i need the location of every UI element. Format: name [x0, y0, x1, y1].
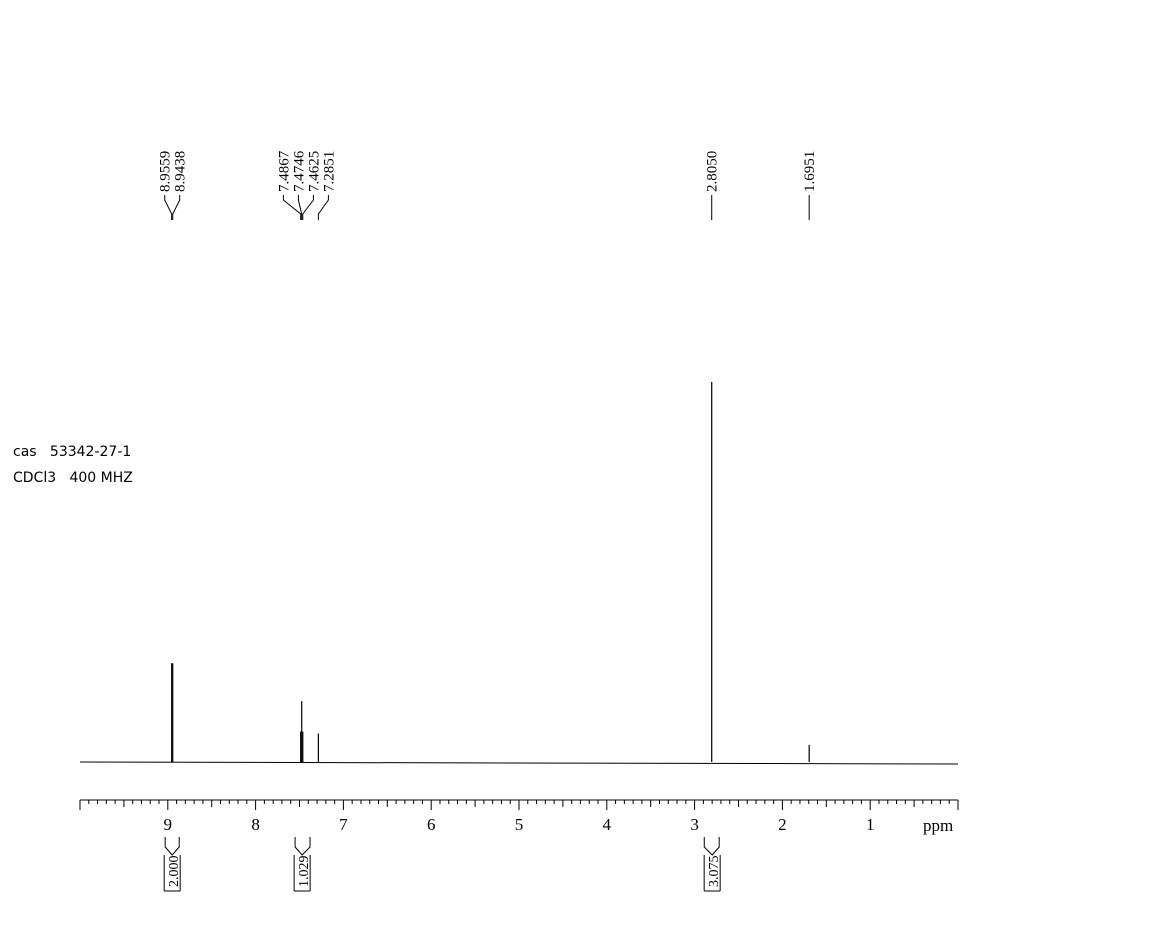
peak-label-leader-2 — [282, 195, 302, 220]
peak-label-0: 8.9559 — [158, 151, 174, 192]
integral-label-0: 2.000 — [167, 856, 182, 888]
integral-bracket-0 — [164, 837, 180, 856]
peak-label-4: 7.4625 — [306, 151, 322, 192]
x-tick-label-1: 1 — [866, 815, 875, 834]
sample-solvent: CDCl3 400 MHZ — [13, 470, 133, 486]
x-tick-label-2: 2 — [778, 815, 787, 834]
peak-label-3: 7.4746 — [291, 150, 307, 192]
integral-label-1: 1.029 — [297, 856, 312, 888]
x-axis-label: ppm — [923, 816, 953, 835]
x-tick-label-9: 9 — [164, 815, 173, 834]
peak-label-1: 8.9438 — [173, 151, 189, 192]
peak-label-2: 7.4867 — [276, 150, 292, 192]
x-tick-label-6: 6 — [427, 815, 436, 834]
integral-bracket-2 — [703, 837, 720, 856]
peak-label-5: 7.2851 — [321, 151, 337, 192]
x-tick-label-5: 5 — [515, 815, 524, 834]
spectrum-baseline — [79, 761, 959, 765]
peak-label-leader-1 — [172, 195, 181, 220]
peak-label-7: 1.6951 — [802, 151, 818, 192]
integral-label-2: 3.075 — [707, 856, 722, 888]
x-tick-label-3: 3 — [690, 815, 699, 834]
peak-label-leader-3 — [297, 195, 303, 220]
sample-cas: cas 53342-27-1 — [13, 444, 132, 460]
peak-label-leader-4 — [302, 195, 314, 220]
peak-label-leader-5 — [317, 195, 329, 220]
x-tick-label-8: 8 — [251, 815, 260, 834]
x-tick-label-7: 7 — [339, 815, 348, 834]
peak-label-6: 2.8050 — [705, 151, 721, 192]
x-tick-label-4: 4 — [603, 815, 612, 834]
integral-bracket-1 — [294, 837, 311, 856]
peak-label-leader-0 — [164, 195, 173, 220]
